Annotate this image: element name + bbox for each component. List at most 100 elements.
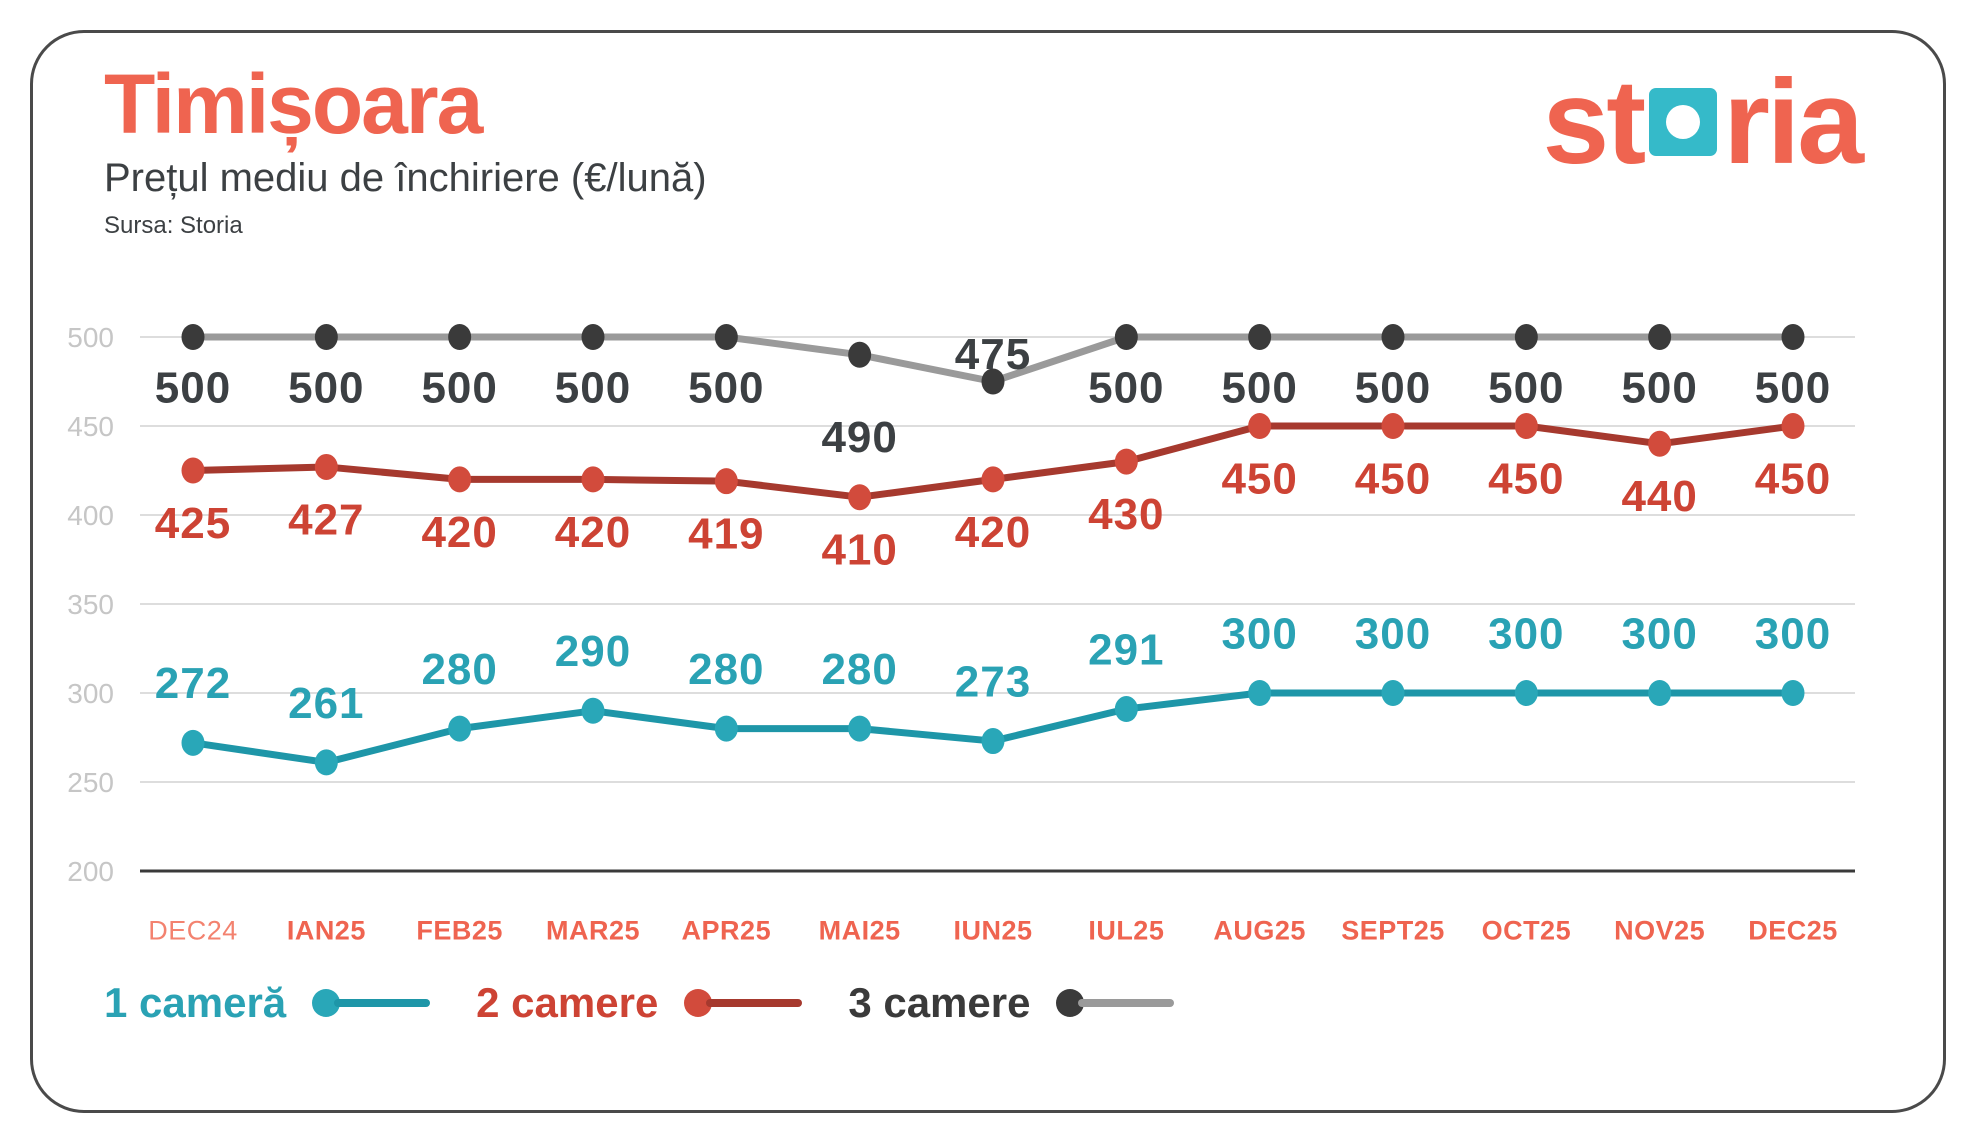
data-label-1-camer--6: 273 — [955, 657, 1031, 706]
data-label-3-camere-8: 500 — [1221, 363, 1297, 412]
data-label-3-camere-6: 475 — [955, 330, 1031, 379]
x-axis-label-ian25: IAN25 — [287, 915, 366, 945]
series-1-camer--dot-9 — [1381, 680, 1405, 706]
data-label-3-camere-3: 500 — [555, 363, 631, 412]
series-3-camere-dot-6 — [981, 368, 1005, 395]
series-3-camere-dot-0 — [181, 324, 205, 350]
data-label-1-camer--10: 300 — [1488, 609, 1564, 658]
series-3-camere-dot-11 — [1648, 324, 1672, 350]
logo-text-right: ria — [1723, 55, 1864, 189]
data-label-2-camere-9: 450 — [1355, 454, 1431, 503]
data-label-2-camere-12: 450 — [1755, 454, 1831, 503]
legend-line-icon-1-camer- — [334, 999, 431, 1007]
series-2-camere-dot-6 — [981, 466, 1005, 493]
data-label-2-camere-3: 420 — [555, 508, 631, 557]
series-3-camere-dot-7 — [1114, 324, 1138, 350]
series-2-camere-dot-8 — [1248, 413, 1272, 439]
data-label-3-camere-10: 500 — [1488, 363, 1564, 412]
data-label-3-camere-9: 500 — [1355, 363, 1431, 412]
series-2-camere-dot-12 — [1781, 413, 1805, 439]
series-2-camere-dot-3 — [581, 466, 605, 493]
legend-marker-3-camere — [1056, 989, 1175, 1017]
y-tick-label-200: 200 — [67, 856, 114, 887]
page-card — [30, 30, 1946, 1113]
x-axis-label-oct25: OCT25 — [1482, 915, 1572, 945]
data-label-3-camere-11: 500 — [1621, 363, 1697, 412]
series-3-camere-dot-12 — [1781, 324, 1805, 350]
series-3-camere-dot-2 — [448, 324, 472, 350]
logo-circle-icon — [1666, 105, 1701, 139]
data-label-2-camere-1: 427 — [288, 495, 364, 544]
legend-marker-1-camer- — [312, 989, 431, 1017]
data-label-1-camer--12: 300 — [1755, 609, 1831, 658]
storia-logo: st ria — [1542, 55, 1864, 189]
x-axis-label-apr25: APR25 — [682, 915, 772, 945]
series-3-camere-dot-9 — [1381, 324, 1405, 350]
series-2-camere-dot-5 — [848, 484, 872, 511]
series-3-camere-dot-4 — [714, 324, 738, 350]
data-label-1-camer--11: 300 — [1621, 609, 1697, 658]
data-label-3-camere-12: 500 — [1755, 363, 1831, 412]
data-label-2-camere-2: 420 — [421, 508, 497, 557]
series-3-camere-dot-3 — [581, 324, 605, 350]
y-tick-label-250: 250 — [67, 767, 114, 798]
data-label-2-camere-11: 440 — [1621, 472, 1697, 521]
series-1-camer--dot-4 — [714, 715, 738, 742]
x-axis-label-dec24: DEC24 — [148, 915, 238, 945]
x-axis-label-iun25: IUN25 — [953, 915, 1032, 945]
legend-line-icon-2-camere — [706, 999, 803, 1007]
x-axis-label-mai25: MAI25 — [819, 915, 901, 945]
logo-square-o-icon — [1649, 88, 1718, 156]
legend-item-3-camere: 3 camere — [848, 979, 1175, 1026]
y-tick-label-300: 300 — [67, 678, 114, 709]
series-2-camere-dot-0 — [181, 457, 205, 484]
series-1-camer--dot-2 — [448, 715, 472, 742]
series-1-camer--dot-11 — [1648, 680, 1672, 706]
series-3-camere-dot-8 — [1248, 324, 1272, 350]
series-1-camer--dot-3 — [581, 697, 605, 724]
series-1-camer--dot-7 — [1114, 696, 1138, 723]
data-label-1-camer--4: 280 — [688, 645, 764, 694]
chart-legend: 1 cameră 2 camere 3 camere — [104, 979, 1175, 1026]
logo-text-left: st — [1542, 55, 1647, 189]
series-1-camer--dot-6 — [981, 728, 1005, 755]
x-axis-label-mar25: MAR25 — [546, 915, 640, 945]
data-label-2-camere-10: 450 — [1488, 454, 1564, 503]
series-2-camere-dot-4 — [714, 468, 738, 495]
legend-item-1-camer-: 1 cameră — [104, 979, 431, 1026]
series-2-camere-dot-7 — [1114, 448, 1138, 475]
x-axis-label-iul25: IUL25 — [1088, 915, 1164, 945]
x-axis-label-dec25: DEC25 — [1748, 915, 1838, 945]
data-label-1-camer--8: 300 — [1221, 609, 1297, 658]
data-label-1-camer--2: 280 — [421, 645, 497, 694]
data-label-3-camere-1: 500 — [288, 363, 364, 412]
legend-marker-2-camere — [684, 989, 803, 1017]
series-3-camere-dot-1 — [314, 324, 338, 350]
data-label-1-camer--9: 300 — [1355, 609, 1431, 658]
y-tick-label-350: 350 — [67, 589, 114, 620]
y-tick-label-450: 450 — [67, 411, 114, 442]
legend-line-icon-3-camere — [1078, 999, 1175, 1007]
data-label-3-camere-0: 500 — [155, 363, 231, 412]
data-label-1-camer--7: 291 — [1088, 625, 1164, 674]
chart-subtitle: Prețul mediu de închiriere (€/lună) — [104, 156, 707, 200]
y-tick-label-500: 500 — [67, 322, 114, 353]
series-1-camer--dot-10 — [1514, 680, 1538, 706]
x-axis-label-sept25: SEPT25 — [1341, 915, 1445, 945]
x-axis-label-nov25: NOV25 — [1614, 915, 1705, 945]
data-label-2-camere-6: 420 — [955, 508, 1031, 557]
y-tick-label-400: 400 — [67, 500, 114, 531]
series-1-camer--dot-12 — [1781, 680, 1805, 706]
data-label-1-camer--5: 280 — [821, 645, 897, 694]
legend-item-2-camere: 2 camere — [476, 982, 803, 1024]
series-1-camer--dot-0 — [181, 729, 205, 756]
legend-label-1-camer-: 1 cameră — [104, 979, 287, 1026]
series-2-camere-dot-1 — [314, 453, 338, 480]
data-label-2-camere-0: 425 — [155, 499, 231, 548]
legend-label-3-camere: 3 camere — [848, 979, 1031, 1026]
data-label-2-camere-8: 450 — [1221, 454, 1297, 503]
x-axis-label-feb25: FEB25 — [416, 915, 503, 945]
data-label-2-camere-4: 419 — [688, 510, 764, 559]
data-label-3-camere-2: 500 — [421, 363, 497, 412]
